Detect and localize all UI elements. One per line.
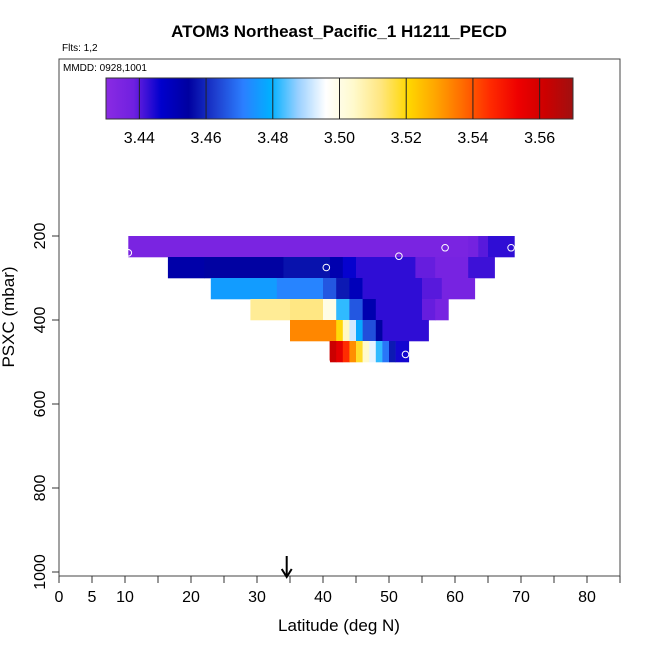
- x-tick-label: 80: [578, 589, 596, 606]
- heatmap-cell: [389, 341, 396, 363]
- colorbar-tick-label: 3.48: [257, 130, 288, 147]
- heatmap-cell: [362, 278, 423, 300]
- heatmap-cell: [336, 320, 344, 342]
- sample-point: [507, 243, 515, 252]
- heatmap-cell: [478, 236, 489, 258]
- heatmap-cell: [329, 341, 337, 363]
- x-tick-label: 30: [248, 589, 266, 606]
- colorbar-tick-label: 3.56: [524, 130, 555, 147]
- heatmap-cell: [356, 257, 416, 279]
- heatmap-cell: [204, 257, 284, 279]
- y-tick-label: 1000: [32, 554, 49, 590]
- heatmap-cell: [375, 320, 383, 342]
- heatmap-cell: [349, 341, 357, 363]
- heatmap-cell: [435, 299, 449, 321]
- colorbar-tick-label: 3.46: [191, 130, 222, 147]
- heatmap-cell: [422, 278, 443, 300]
- x-axis: 0 5 10 20 30 40 50 60 70 80: [55, 576, 621, 606]
- y-tick-label: 800: [32, 475, 49, 502]
- heatmap-cell: [342, 320, 350, 342]
- heatmap-cell: [210, 278, 278, 300]
- heatmap-cell: [290, 320, 337, 342]
- heatmap-cell: [349, 299, 363, 321]
- heatmap-cell: [349, 278, 363, 300]
- heatmap-cell: [415, 257, 436, 279]
- heatmap-cell: [276, 278, 324, 300]
- heatmap-cell: [336, 341, 344, 363]
- heatmap-cell: [336, 278, 350, 300]
- colorbar-tick-label: 3.54: [457, 130, 488, 147]
- heatmap-cell: [329, 257, 344, 279]
- x-tick-label: 60: [446, 589, 464, 606]
- heatmap-cell: [349, 320, 357, 342]
- x-tick-label: 40: [314, 589, 332, 606]
- sample-point: [124, 249, 133, 257]
- x-tick-label: 20: [182, 589, 200, 606]
- heatmap-cell: [488, 236, 515, 258]
- heatmap-cell: [382, 341, 390, 363]
- dates-label: MMDD: 0928,1001: [63, 63, 147, 74]
- heatmap-cell: [356, 320, 363, 342]
- heatmap-cell: [128, 236, 469, 258]
- plot-frame: [58, 58, 621, 577]
- x-axis-title: Latitude (deg N): [278, 616, 400, 635]
- heatmap-cell: [375, 341, 383, 363]
- heatmap-cell: [375, 299, 423, 321]
- x-tick-label: 0: [55, 589, 64, 606]
- sample-points: [124, 243, 515, 366]
- heatmap-cell: [283, 257, 330, 279]
- heatmap-cell: [435, 257, 469, 279]
- down-arrow-icon: [280, 556, 293, 579]
- sample-point: [401, 350, 410, 359]
- sample-point: [441, 243, 449, 252]
- heatmap-cell: [395, 341, 410, 363]
- colorbar-tick-label: 3.44: [124, 130, 155, 147]
- x-tick-label: 10: [116, 589, 134, 606]
- heatmap-cell: [336, 299, 350, 321]
- heatmap-cell: [342, 257, 357, 279]
- heatmap-cell: [323, 278, 337, 300]
- colorbar-tick-label: 3.50: [324, 130, 355, 147]
- heatmap-cell: [250, 299, 291, 321]
- chart-title: ATOM3 Northeast_Pacific_1 H1211_PECD: [171, 22, 507, 41]
- arrow-head: [280, 568, 293, 579]
- heatmap-cell: [362, 320, 377, 342]
- sample-point: [322, 358, 331, 366]
- y-tick-label: 600: [32, 391, 49, 418]
- heatmap-cell: [290, 299, 324, 321]
- heatmap-cell: [362, 299, 377, 321]
- flights-label: Flts: 1,2: [62, 43, 98, 54]
- heatmap-cell: [441, 278, 476, 300]
- heatmap-cell: [342, 341, 350, 363]
- heatmap-cell: [422, 299, 436, 321]
- colorbar-tick-label: 3.52: [391, 130, 422, 147]
- heatmap-cell: [323, 299, 337, 321]
- y-tick-label: 200: [32, 223, 49, 250]
- y-tick-label: 400: [32, 307, 49, 334]
- x-tick-label: 50: [380, 589, 398, 606]
- colorbar: 3.44 3.46 3.48 3.50 3.52 3.54 3.56: [105, 77, 574, 147]
- heatmap: [128, 236, 515, 363]
- heatmap-cell: [468, 257, 495, 279]
- y-axis-title: PSXC (mbar): [0, 266, 18, 367]
- x-tick-label: 5: [88, 589, 97, 606]
- heatmap-cell: [382, 320, 429, 342]
- sample-point: [395, 252, 403, 260]
- sample-point: [322, 263, 331, 272]
- heatmap-cell: [167, 257, 205, 279]
- x-tick-label: 70: [512, 589, 530, 606]
- y-axis: 200 400 600 800 1000: [32, 223, 59, 590]
- heatmap-cell: [468, 236, 479, 258]
- heatmap-cell: [362, 341, 370, 363]
- heatmap-cell: [356, 341, 363, 363]
- heatmap-cell: [369, 341, 377, 363]
